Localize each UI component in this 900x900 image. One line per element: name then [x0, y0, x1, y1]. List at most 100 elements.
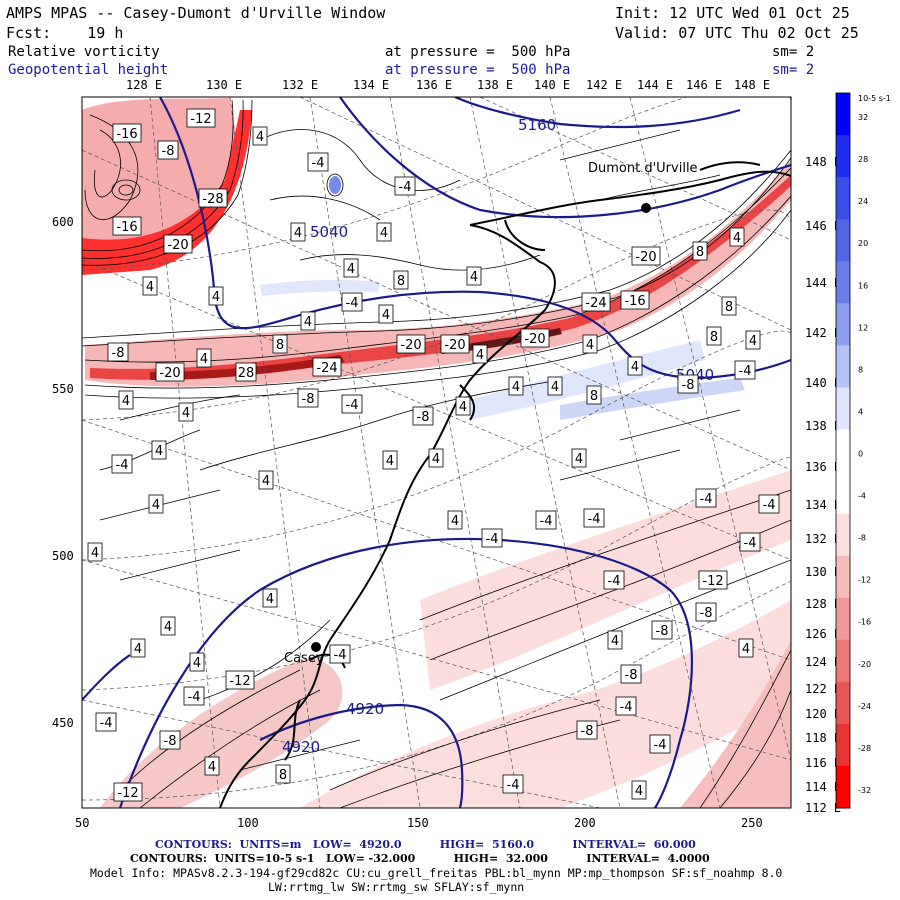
svg-text:-4: -4	[188, 690, 201, 705]
vorticity-label: 4	[382, 450, 398, 470]
svg-text:-12: -12	[229, 674, 250, 689]
colorbar-swatch	[836, 387, 850, 430]
vorticity-label: -12	[698, 570, 728, 590]
svg-text:4: 4	[164, 620, 172, 635]
vorticity-label: -4	[95, 712, 117, 732]
bottom-axis-label: 100	[237, 816, 259, 830]
svg-text:-8: -8	[656, 624, 669, 639]
svg-text:-4: -4	[507, 778, 520, 793]
svg-text:-24: -24	[585, 296, 606, 311]
vorticity-label: -4	[341, 292, 363, 312]
top-lon-label: 132 E	[282, 78, 319, 92]
vorticity-label: 4	[738, 638, 754, 658]
svg-text:-4: -4	[399, 180, 412, 195]
vorticity-label: 4	[196, 348, 212, 368]
svg-text:4: 4	[631, 360, 639, 375]
vorticity-label: 4	[258, 470, 274, 490]
svg-text:4: 4	[256, 130, 264, 145]
svg-text:-4: -4	[763, 498, 776, 513]
height-label: 5160	[518, 116, 556, 134]
svg-text:4: 4	[459, 400, 467, 415]
svg-text:4: 4	[586, 338, 594, 353]
vorticity-label: 4	[378, 304, 394, 324]
vorticity-label: 4	[148, 494, 164, 514]
field1-pressure: at pressure = 500 hPa	[385, 44, 571, 60]
vorticity-label: -4	[111, 454, 133, 474]
vorticity-contour-info: CONTOURS: UNITS=10-5 s-1 LOW= -32.000 HI…	[130, 852, 710, 865]
vorticity-label: 4	[87, 542, 103, 562]
vorticity-label: 4	[160, 616, 176, 636]
svg-text:4: 4	[635, 784, 643, 799]
svg-text:4: 4	[266, 592, 274, 607]
vorticity-label: -20	[440, 334, 470, 354]
svg-text:-20: -20	[444, 338, 465, 353]
vorticity-label: -20	[163, 234, 193, 254]
vorticity-label: -12	[186, 108, 216, 128]
vorticity-label: -4	[307, 152, 329, 172]
svg-text:4: 4	[382, 308, 390, 323]
svg-text:8: 8	[397, 274, 405, 289]
svg-text:-4: -4	[346, 296, 359, 311]
valid-time: Valid: 07 UTC Thu 02 Oct 25	[615, 24, 859, 42]
vorticity-label: 4	[745, 330, 761, 350]
svg-text:4: 4	[212, 290, 220, 305]
colorbar-unit: 10-5 s-1	[858, 94, 891, 103]
colorbar-swatch	[836, 93, 850, 136]
vorticity-label: -4	[734, 360, 756, 380]
dumont-durville-label: Dumont d'Urville	[588, 161, 698, 176]
left-axis-label: 500	[52, 549, 74, 563]
height-label: 5040	[310, 223, 348, 241]
vorticity-label: -4	[583, 508, 605, 528]
vorticity-label: 4	[466, 266, 482, 286]
init-time: Init: 12 UTC Wed 01 Oct 25	[615, 4, 850, 22]
vorticity-label: -8	[677, 374, 699, 394]
svg-text:-4: -4	[116, 458, 129, 473]
top-lon-label: 142 E	[586, 78, 623, 92]
bottom-axis-label: 150	[407, 816, 429, 830]
svg-text:-16: -16	[116, 127, 137, 142]
svg-text:4: 4	[476, 348, 484, 363]
colorbar-tick-label: -28	[858, 744, 871, 753]
vorticity-label: 8	[721, 296, 737, 316]
svg-text:4: 4	[146, 280, 154, 295]
svg-text:-20: -20	[524, 332, 545, 347]
vorticity-label: -4	[535, 510, 557, 530]
svg-text:8: 8	[279, 768, 287, 783]
svg-text:4: 4	[742, 642, 750, 657]
svg-text:-20: -20	[159, 366, 180, 381]
svg-text:-4: -4	[739, 364, 752, 379]
forecast-hour: Fcst: 19 h	[6, 24, 124, 42]
field1-name: Relative vorticity	[8, 44, 160, 60]
svg-text:4: 4	[122, 394, 130, 409]
vorticity-label: -12	[225, 670, 255, 690]
vorticity-label: -4	[695, 488, 717, 508]
dumont-durville-station-icon	[641, 203, 651, 213]
field2-pressure: at pressure = 500 hPa	[385, 62, 571, 78]
svg-text:4: 4	[611, 634, 619, 649]
svg-text:-8: -8	[581, 724, 594, 739]
colorbar-tick-label: 28	[858, 155, 868, 164]
svg-text:4: 4	[208, 760, 216, 775]
colorbar-swatch	[836, 513, 850, 557]
vorticity-label: 8	[272, 334, 288, 354]
svg-text:4: 4	[380, 226, 388, 241]
vorticity-label: 4	[376, 222, 392, 242]
svg-text:-4: -4	[608, 574, 621, 589]
vorticity-label: -4	[394, 176, 416, 196]
vorticity-label: 4	[142, 276, 158, 296]
svg-text:8: 8	[590, 389, 598, 404]
left-axis-label: 450	[52, 716, 74, 730]
svg-text:-4: -4	[486, 532, 499, 547]
geopotential-contours	[82, 97, 791, 808]
vorticity-label: 4	[729, 227, 745, 247]
svg-text:4: 4	[551, 380, 559, 395]
colorbar-tick-label: 8	[858, 365, 863, 374]
colorbar-swatch	[836, 345, 850, 388]
colorbar-tick-label: -16	[858, 618, 871, 627]
colorbar-swatch	[836, 597, 850, 641]
top-lon-label: 130 E	[206, 78, 243, 92]
svg-text:4: 4	[262, 474, 270, 489]
vorticity-label: 8	[706, 326, 722, 346]
colorbar: 10-5 s-1 32 28 24 20 16 12 8 4 0 -4 -8 -12 -16 -20 -24…	[835, 92, 891, 809]
vorticity-label: -8	[159, 730, 181, 750]
